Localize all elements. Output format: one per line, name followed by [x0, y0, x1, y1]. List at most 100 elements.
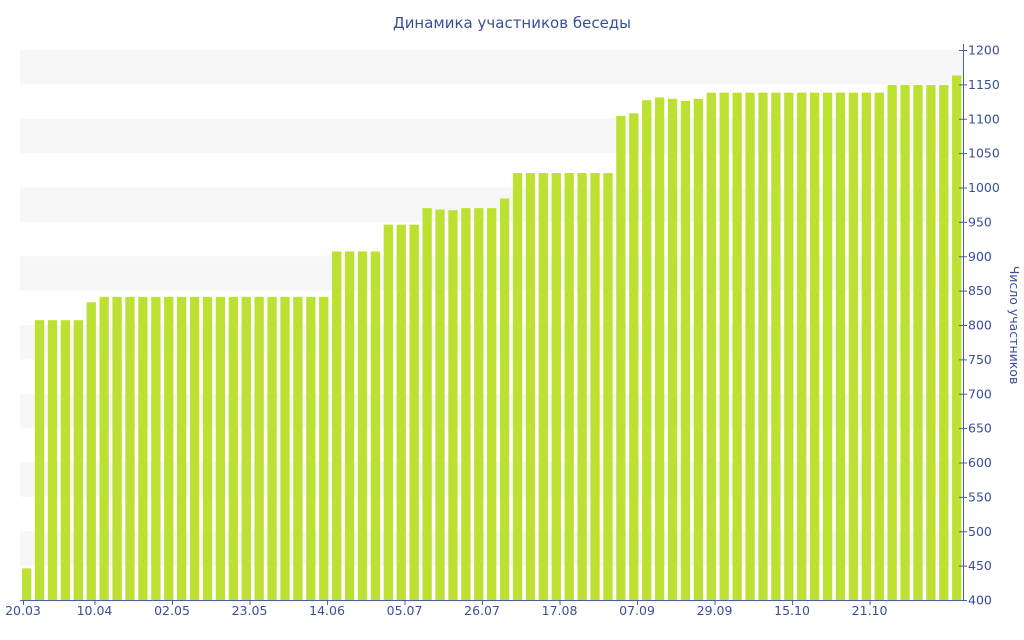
- bar: [577, 173, 587, 600]
- bar: [164, 296, 174, 600]
- bar: [706, 92, 716, 601]
- bar: [745, 92, 755, 601]
- bar: [293, 296, 303, 600]
- bar: [809, 92, 820, 601]
- x-tick-label: 07.09: [619, 603, 655, 618]
- bar: [280, 296, 290, 600]
- y-tick-label: 700: [968, 386, 992, 401]
- bar: [564, 173, 574, 600]
- bar: [461, 208, 471, 601]
- x-tick-label: 21.10: [852, 603, 888, 618]
- y-tick-label: 1200: [968, 43, 1000, 58]
- x-tick-label: 02.05: [154, 603, 190, 618]
- y-tick-label: 950: [968, 214, 992, 229]
- bar: [603, 173, 613, 600]
- bar: [202, 296, 213, 600]
- bar: [525, 173, 536, 600]
- bar: [112, 296, 122, 600]
- bar: [861, 92, 871, 601]
- bar: [332, 251, 342, 600]
- bar: [73, 320, 83, 600]
- bar: [758, 92, 768, 601]
- y-tick-label: 800: [968, 318, 992, 333]
- bar: [448, 210, 458, 600]
- bar: [215, 296, 226, 600]
- bar: [99, 296, 109, 600]
- bar: [60, 320, 71, 600]
- bar: [241, 296, 251, 600]
- bar: [396, 224, 406, 601]
- grid-band: [20, 50, 963, 85]
- bar: [616, 116, 626, 600]
- x-tick-label: 20.03: [5, 603, 41, 618]
- bar: [125, 296, 135, 600]
- bar: [874, 92, 884, 601]
- x-tick-label: 14.06: [309, 603, 345, 618]
- bar: [267, 296, 277, 600]
- y-tick-label: 550: [968, 489, 992, 504]
- bar: [344, 251, 355, 600]
- bar: [474, 208, 484, 601]
- bar: [499, 198, 510, 600]
- bar: [732, 92, 742, 601]
- bar: [409, 224, 419, 601]
- grid-band: [20, 118, 963, 154]
- bar: [887, 85, 897, 600]
- bar: [835, 92, 846, 601]
- bar: [487, 208, 497, 601]
- x-ticks: 20.03 10.04 02.05 23.05 14.06 05.07 26.07 17.08…: [5, 600, 888, 618]
- bar: [667, 98, 678, 600]
- bar: [177, 296, 187, 600]
- bar: [719, 92, 729, 601]
- bar: [306, 296, 316, 600]
- y-tick-label: 850: [968, 283, 992, 298]
- bar: [22, 568, 32, 601]
- y-tick-label: 750: [968, 352, 992, 367]
- axes: [20, 44, 964, 601]
- x-tick-label: 17.08: [542, 603, 578, 618]
- bar: [822, 92, 833, 601]
- bar: [784, 92, 794, 601]
- bar: [422, 208, 432, 601]
- bar: [151, 296, 161, 600]
- x-tick-label: 10.04: [77, 603, 113, 618]
- bar: [590, 173, 600, 600]
- bar: [435, 209, 445, 600]
- x-tick-label: 05.07: [387, 603, 423, 618]
- y-tick-label: 1100: [968, 111, 1000, 126]
- bar: [254, 296, 264, 600]
- y-tick-label: 400: [968, 593, 992, 608]
- bar: [138, 296, 148, 600]
- x-tick-label: 29.09: [697, 603, 733, 618]
- bar: [86, 302, 96, 600]
- bar: [771, 92, 781, 601]
- bar: [538, 173, 549, 600]
- y-tick-label: 450: [968, 558, 992, 573]
- y-tick-label: 650: [968, 421, 992, 436]
- y-tick-label: 900: [968, 249, 992, 264]
- bar: [357, 251, 368, 600]
- y-tick-label: 500: [968, 524, 992, 539]
- bar: [512, 173, 523, 600]
- bar: [939, 85, 949, 600]
- bar: [189, 296, 200, 600]
- bar: [228, 296, 238, 600]
- bar: [642, 100, 652, 600]
- bar: [900, 85, 910, 600]
- bar: [654, 97, 665, 600]
- bar: [629, 113, 639, 600]
- bar: [319, 296, 329, 600]
- y-tick-label: 1150: [968, 77, 1000, 92]
- bars: [22, 75, 962, 601]
- y-tick-label: 600: [968, 455, 992, 470]
- bar: [797, 92, 807, 601]
- chart-title: Динамика участников беседы: [393, 14, 631, 32]
- y-tick-label: 1000: [968, 180, 1000, 195]
- bar: [47, 320, 58, 600]
- x-tick-label: 26.07: [464, 603, 500, 618]
- bar: [952, 75, 962, 600]
- bar: [34, 320, 45, 600]
- bar: [693, 98, 704, 600]
- bar: [551, 173, 561, 600]
